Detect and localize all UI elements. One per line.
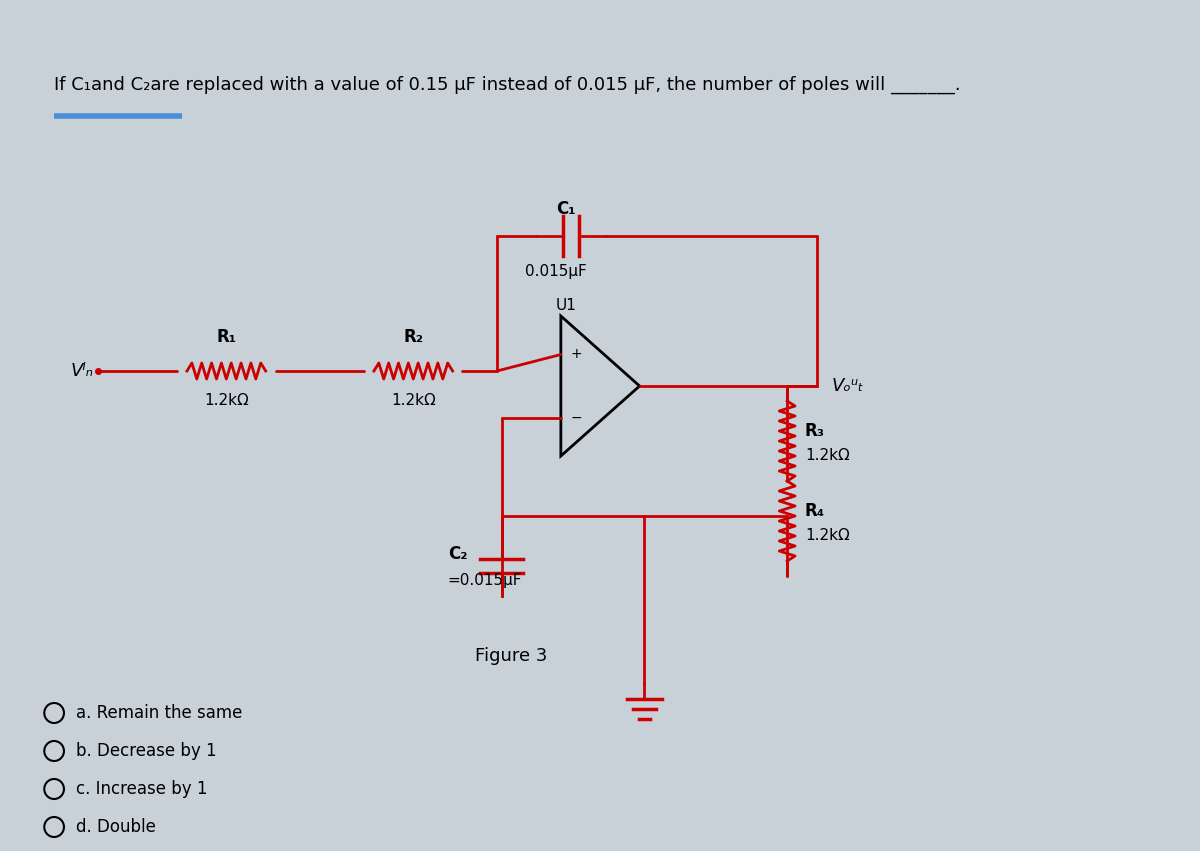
Text: a. Remain the same: a. Remain the same bbox=[76, 704, 242, 722]
Text: −: − bbox=[571, 410, 582, 425]
Text: 1.2kΩ: 1.2kΩ bbox=[391, 393, 436, 408]
Text: d. Double: d. Double bbox=[76, 818, 156, 836]
Text: =0.015μF: =0.015μF bbox=[448, 574, 522, 589]
Text: Figure 3: Figure 3 bbox=[475, 647, 548, 665]
Text: c. Increase by 1: c. Increase by 1 bbox=[76, 780, 208, 798]
Text: R₄: R₄ bbox=[805, 502, 826, 520]
Text: U1: U1 bbox=[556, 298, 576, 313]
Text: b. Decrease by 1: b. Decrease by 1 bbox=[76, 742, 216, 760]
Text: 1.2kΩ: 1.2kΩ bbox=[805, 528, 850, 544]
Text: R₃: R₃ bbox=[805, 422, 824, 440]
Text: C₂: C₂ bbox=[448, 545, 467, 563]
Text: +: + bbox=[571, 347, 582, 362]
Text: 0.015μF: 0.015μF bbox=[526, 264, 587, 279]
Text: R₂: R₂ bbox=[403, 328, 424, 346]
Text: Vᴵₙ: Vᴵₙ bbox=[71, 362, 94, 380]
Text: C₁: C₁ bbox=[556, 200, 576, 218]
Text: 1.2kΩ: 1.2kΩ bbox=[204, 393, 248, 408]
Text: Vₒᵘₜ: Vₒᵘₜ bbox=[832, 377, 864, 395]
Text: If C₁and C₂are replaced with a value of 0.15 μF instead of 0.015 μF, the number : If C₁and C₂are replaced with a value of … bbox=[54, 76, 961, 94]
Text: R₁: R₁ bbox=[216, 328, 236, 346]
Text: 1.2kΩ: 1.2kΩ bbox=[805, 448, 850, 464]
